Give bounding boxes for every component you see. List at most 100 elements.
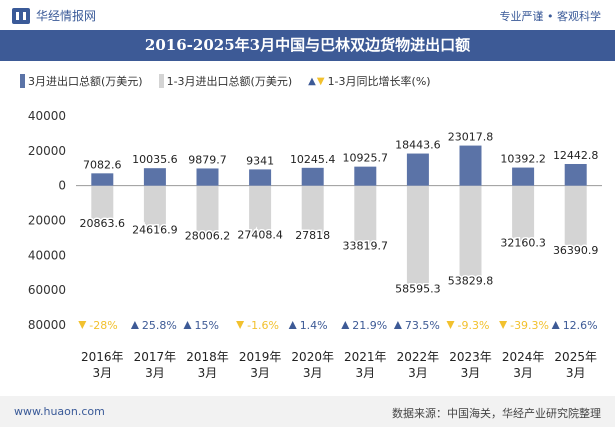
bar-q1-total (249, 185, 272, 234)
growth-down-marker (78, 321, 87, 329)
bar-q1-label: 24616.9 (132, 224, 178, 237)
bar-q1-total (406, 185, 429, 288)
legend-swatch-q1 (158, 74, 164, 88)
legend-item-march: 3月进出口总额(万美元) (20, 73, 143, 89)
x-tick-label: 3月 (355, 366, 375, 380)
growth-rate-label: 12.6% (563, 319, 598, 332)
bar-q1-total (91, 185, 114, 223)
bar-q1-label: 58595.3 (395, 283, 441, 296)
bar-march-label: 10035.6 (132, 153, 178, 166)
growth-down-marker (446, 321, 455, 329)
growth-up-marker (551, 321, 560, 329)
y-tick-label: 20000 (28, 214, 66, 228)
growth-rate-label: 21.9% (352, 319, 387, 332)
triangle-down-icon: ▼ (316, 75, 325, 87)
bar-q1-total (354, 185, 377, 245)
bar-q1-label: 20863.6 (80, 217, 126, 230)
bar-q1-label: 27408.4 (237, 228, 283, 241)
bar-q1-total (459, 185, 482, 280)
legend: 3月进出口总额(万美元) 1-3月进出口总额(万美元) ▲ ▼ 1-3月同比增长… (20, 73, 447, 89)
bar-q1-label: 53829.8 (448, 274, 494, 287)
growth-down-marker (499, 321, 508, 329)
bar-march-total (249, 169, 272, 186)
bar-march-label: 10392.2 (500, 153, 546, 166)
bar-q1-total (564, 185, 587, 250)
bar-march-total (406, 153, 429, 186)
growth-rate-label: 25.8% (142, 319, 177, 332)
bar-q1-label: 32160.3 (500, 237, 546, 250)
bar-march-label: 7082.6 (83, 158, 122, 171)
growth-rate-label: 1.4% (300, 319, 328, 332)
bar-march-label: 10245.4 (290, 153, 336, 166)
growth-up-marker (393, 321, 402, 329)
bar-march-total (143, 168, 166, 186)
x-tick-label: 2019年 (239, 350, 282, 364)
bar-march-label: 12442.8 (553, 149, 599, 162)
y-tick-label: 40000 (28, 248, 66, 262)
x-tick-label: 2022年 (397, 350, 440, 364)
bar-march-total (459, 145, 482, 186)
top-bar: 华经情报网 专业严谨 • 客观科学 (0, 0, 615, 30)
growth-up-marker (183, 321, 192, 329)
chart-title: 2016-2025年3月中国与巴林双边货物进出口额 (0, 30, 615, 61)
x-tick-label: 3月 (92, 366, 112, 380)
x-tick-label: 2021年 (344, 350, 387, 364)
x-tick-label: 2024年 (502, 350, 545, 364)
header-tags: 专业严谨 • 客观科学 (499, 10, 601, 23)
growth-rate-label: 15% (195, 319, 219, 332)
bar-chart: 40000 20000 0 20000 40000 60000 80000 20863.6 70… (28, 109, 602, 380)
legend-swatch-march (20, 74, 25, 88)
x-tick-label: 3月 (198, 366, 218, 380)
growth-rate-label: -39.3% (510, 319, 549, 332)
growth-up-marker (341, 321, 350, 329)
legend-label-q1: 1-3月进出口总额(万美元) (166, 75, 293, 88)
x-tick-label: 3月 (513, 366, 533, 380)
growth-up-marker (288, 321, 297, 329)
x-tick-label: 2016年 (81, 350, 124, 364)
bar-march-label: 23017.8 (448, 131, 494, 144)
bar-march-total (354, 166, 377, 186)
x-tick-label: 2017年 (134, 350, 177, 364)
y-tick-label: 20000 (28, 144, 66, 158)
growth-rate-label: 73.5% (405, 319, 440, 332)
bar-q1-label: 36390.9 (553, 244, 599, 257)
y-tick-label: 80000 (28, 318, 66, 332)
x-tick-label: 3月 (250, 366, 270, 380)
bar-march-label: 10925.7 (343, 152, 389, 165)
bar-q1-total (301, 185, 324, 235)
bar-q1-total (143, 185, 166, 229)
brand-name: 华经情报网 (36, 9, 97, 23)
growth-up-marker (130, 321, 139, 329)
legend-item-q1: 1-3月进出口总额(万美元) (158, 73, 293, 89)
bar-march-total (512, 167, 535, 186)
x-tick-label: 2020年 (291, 350, 334, 364)
x-tick-label: 3月 (408, 366, 428, 380)
growth-rate-label: -1.6% (247, 319, 279, 332)
x-tick-label: 3月 (303, 366, 323, 380)
bar-march-label: 9879.7 (188, 153, 227, 166)
x-tick-label: 2025年 (554, 350, 597, 364)
x-tick-label: 3月 (461, 366, 481, 380)
bar-march-total (564, 163, 587, 186)
brand: 华经情报网 (12, 7, 96, 24)
bar-march-label: 18443.6 (395, 139, 441, 152)
x-tick-label: 3月 (566, 366, 586, 380)
footer-source: 数据来源：中国海关，华经产业研究院整理 (392, 407, 601, 420)
footer-site: www.huaon.com (14, 405, 105, 418)
y-tick-label: 40000 (28, 109, 66, 123)
legend-label-march: 3月进出口总额(万美元) (28, 75, 143, 88)
growth-rate-label: -28% (89, 319, 117, 332)
bar-q1-total (512, 185, 535, 242)
bar-march-total (196, 168, 219, 186)
brand-logo-icon (12, 7, 30, 24)
bar-q1-label: 28006.2 (185, 229, 231, 242)
triangle-up-icon: ▲ (308, 75, 316, 87)
bar-march-label: 9341 (246, 154, 274, 167)
bar-q1-label: 33819.7 (343, 240, 389, 253)
bar-march-total (301, 167, 324, 186)
x-tick-label: 2018年 (186, 350, 229, 364)
growth-rate-label: -9.3% (458, 319, 490, 332)
footer: www.huaon.com 数据来源：中国海关，华经产业研究院整理 (0, 396, 615, 427)
growth-down-marker (236, 321, 245, 329)
x-tick-label: 3月 (145, 366, 165, 380)
